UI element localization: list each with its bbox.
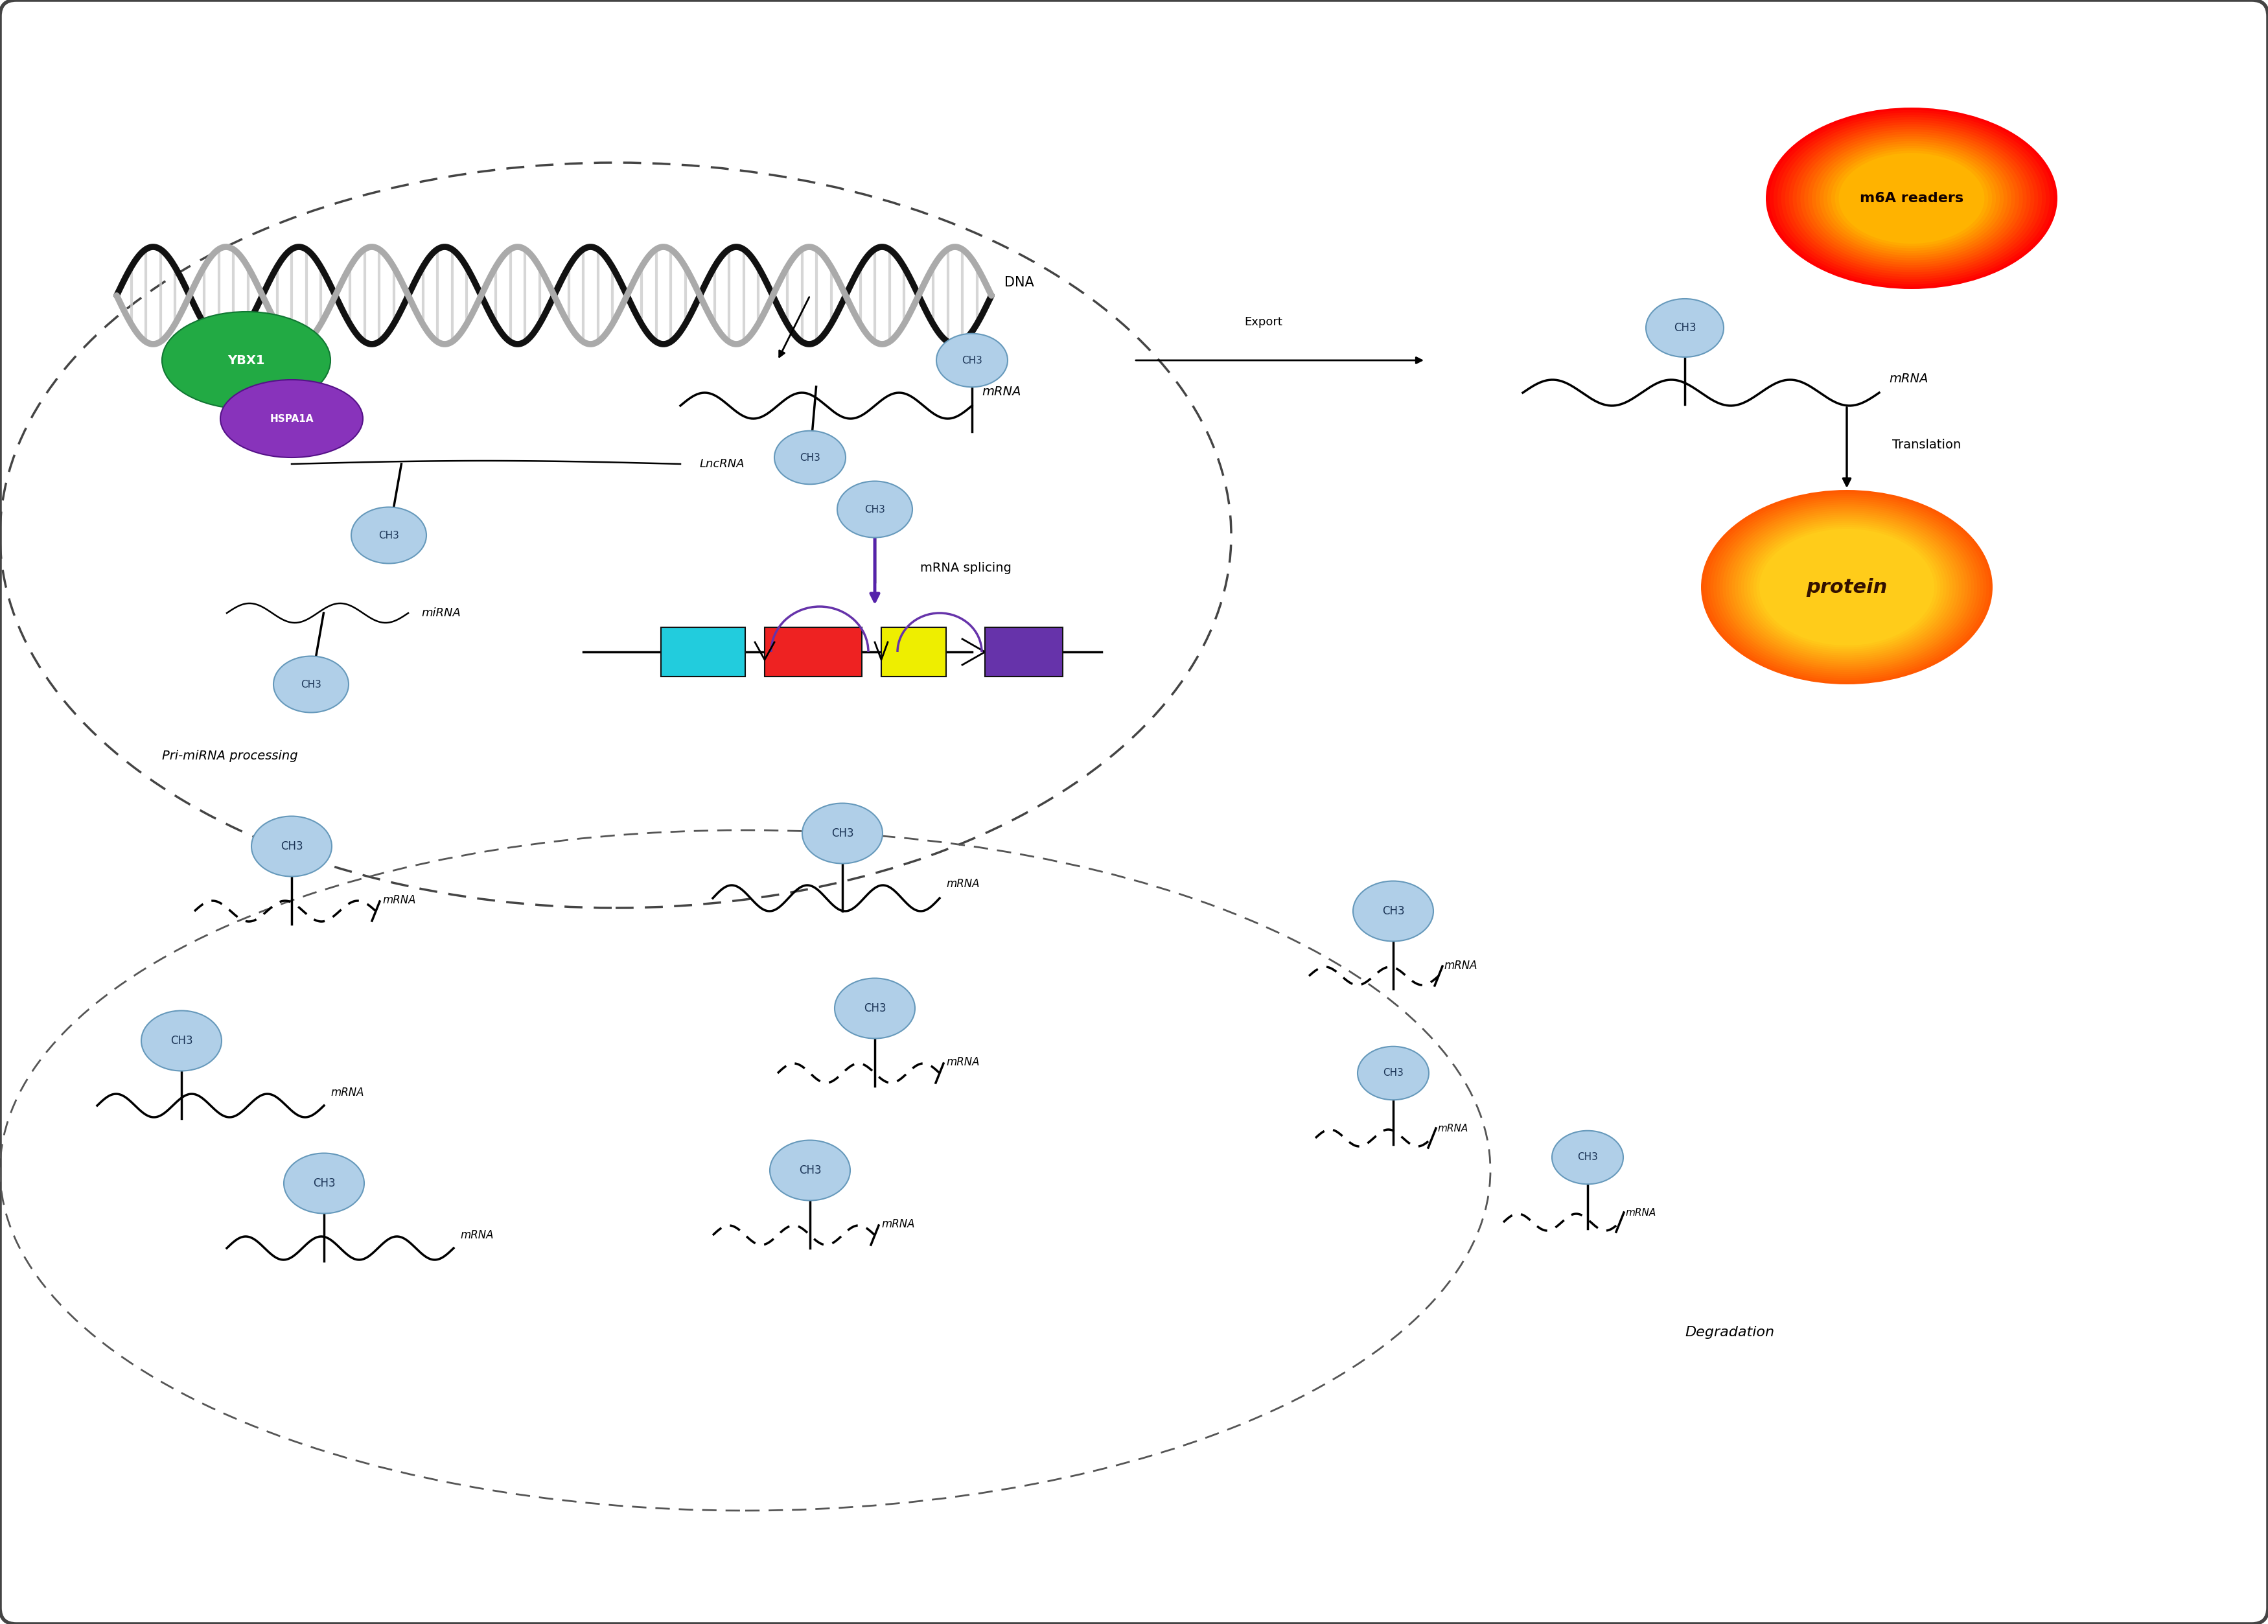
Ellipse shape: [1708, 494, 1987, 680]
Text: YBX1: YBX1: [227, 354, 265, 367]
Ellipse shape: [1717, 500, 1978, 674]
Ellipse shape: [837, 481, 912, 538]
Text: mRNA: mRNA: [383, 895, 415, 906]
Text: mRNA: mRNA: [1626, 1208, 1656, 1218]
Text: mRNA: mRNA: [1889, 372, 1928, 385]
Text: mRNA: mRNA: [982, 385, 1021, 398]
Text: CH3: CH3: [302, 679, 322, 689]
Ellipse shape: [1726, 507, 1969, 667]
Ellipse shape: [1746, 521, 1946, 653]
Text: HSPA1A: HSPA1A: [270, 414, 313, 424]
Ellipse shape: [1753, 525, 1941, 650]
Text: CH3: CH3: [1381, 905, 1404, 918]
Text: Degradation: Degradation: [1685, 1325, 1774, 1338]
Bar: [984, 627, 1064, 677]
Ellipse shape: [835, 978, 914, 1038]
Text: CH3: CH3: [379, 531, 399, 541]
Text: mRNA: mRNA: [882, 1218, 914, 1229]
Ellipse shape: [141, 1010, 222, 1070]
Ellipse shape: [1796, 127, 2028, 270]
Ellipse shape: [1755, 526, 1937, 648]
Text: mRNA: mRNA: [331, 1086, 363, 1098]
Text: LncRNA: LncRNA: [701, 458, 744, 469]
Text: Pri-miRNA processing: Pri-miRNA processing: [161, 749, 297, 762]
Text: DNA: DNA: [1005, 276, 1034, 289]
Text: CH3: CH3: [864, 1002, 887, 1015]
Ellipse shape: [1742, 516, 1953, 658]
Text: mRNA: mRNA: [946, 879, 980, 890]
Text: CH3: CH3: [798, 1164, 821, 1176]
Ellipse shape: [1801, 128, 2023, 268]
Text: CH3: CH3: [864, 505, 885, 515]
Text: CH3: CH3: [1576, 1153, 1599, 1163]
Ellipse shape: [803, 804, 882, 864]
Ellipse shape: [1828, 146, 1996, 250]
Text: CH3: CH3: [313, 1177, 336, 1189]
Text: Export: Export: [1245, 317, 1284, 328]
Ellipse shape: [937, 333, 1007, 387]
Ellipse shape: [1737, 515, 1955, 659]
Ellipse shape: [1751, 523, 1944, 651]
Ellipse shape: [1719, 502, 1973, 672]
Ellipse shape: [252, 817, 331, 877]
Ellipse shape: [773, 430, 846, 484]
Ellipse shape: [1819, 141, 2003, 255]
Ellipse shape: [1359, 1046, 1429, 1099]
Ellipse shape: [1354, 880, 1433, 942]
Text: CH3: CH3: [962, 356, 982, 365]
Ellipse shape: [769, 1140, 850, 1200]
Text: CH3: CH3: [1383, 1069, 1404, 1078]
Ellipse shape: [161, 312, 331, 409]
Ellipse shape: [1647, 299, 1724, 357]
Text: mRNA: mRNA: [946, 1056, 980, 1069]
Ellipse shape: [1774, 112, 2050, 284]
Ellipse shape: [1823, 143, 2000, 253]
Ellipse shape: [284, 1153, 365, 1213]
Ellipse shape: [1808, 133, 2016, 263]
Ellipse shape: [1735, 513, 1960, 663]
Text: mRNA: mRNA: [1438, 1124, 1467, 1134]
Bar: [660, 627, 746, 677]
Text: miRNA: miRNA: [422, 607, 460, 619]
Ellipse shape: [1830, 148, 1991, 248]
Ellipse shape: [1703, 492, 1989, 682]
Ellipse shape: [220, 380, 363, 458]
Text: mRNA: mRNA: [1445, 960, 1476, 971]
Bar: [764, 627, 862, 677]
Ellipse shape: [1769, 110, 2053, 287]
Ellipse shape: [1728, 508, 1964, 666]
Ellipse shape: [1780, 117, 2041, 279]
Text: CH3: CH3: [801, 453, 821, 463]
Ellipse shape: [1721, 503, 1971, 671]
Ellipse shape: [1712, 499, 1980, 676]
Text: CH3: CH3: [281, 841, 304, 853]
Ellipse shape: [1789, 122, 2034, 274]
Ellipse shape: [1760, 529, 1935, 645]
Ellipse shape: [1710, 495, 1984, 679]
Text: CH3: CH3: [830, 828, 853, 840]
Ellipse shape: [1767, 107, 2057, 289]
Text: mRNA splicing: mRNA splicing: [921, 562, 1012, 573]
Ellipse shape: [1835, 151, 1989, 247]
Text: m6A readers: m6A readers: [1860, 192, 1964, 205]
Ellipse shape: [1701, 490, 1994, 684]
Ellipse shape: [1733, 510, 1962, 664]
Ellipse shape: [1551, 1130, 1624, 1184]
Ellipse shape: [1839, 153, 1984, 244]
Bar: [882, 627, 946, 677]
Ellipse shape: [274, 656, 349, 713]
Text: mRNA: mRNA: [460, 1229, 494, 1241]
Ellipse shape: [1803, 132, 2019, 265]
Ellipse shape: [1744, 518, 1950, 656]
Ellipse shape: [1817, 138, 2007, 258]
Text: Translation: Translation: [1892, 438, 1962, 451]
Ellipse shape: [352, 507, 426, 564]
Ellipse shape: [1792, 125, 2030, 273]
Text: CH3: CH3: [170, 1034, 193, 1046]
Text: protein: protein: [1805, 578, 1887, 596]
Ellipse shape: [1812, 136, 2012, 260]
Ellipse shape: [1785, 120, 2039, 278]
Ellipse shape: [1778, 115, 2046, 283]
Text: CH3: CH3: [1674, 322, 1696, 335]
